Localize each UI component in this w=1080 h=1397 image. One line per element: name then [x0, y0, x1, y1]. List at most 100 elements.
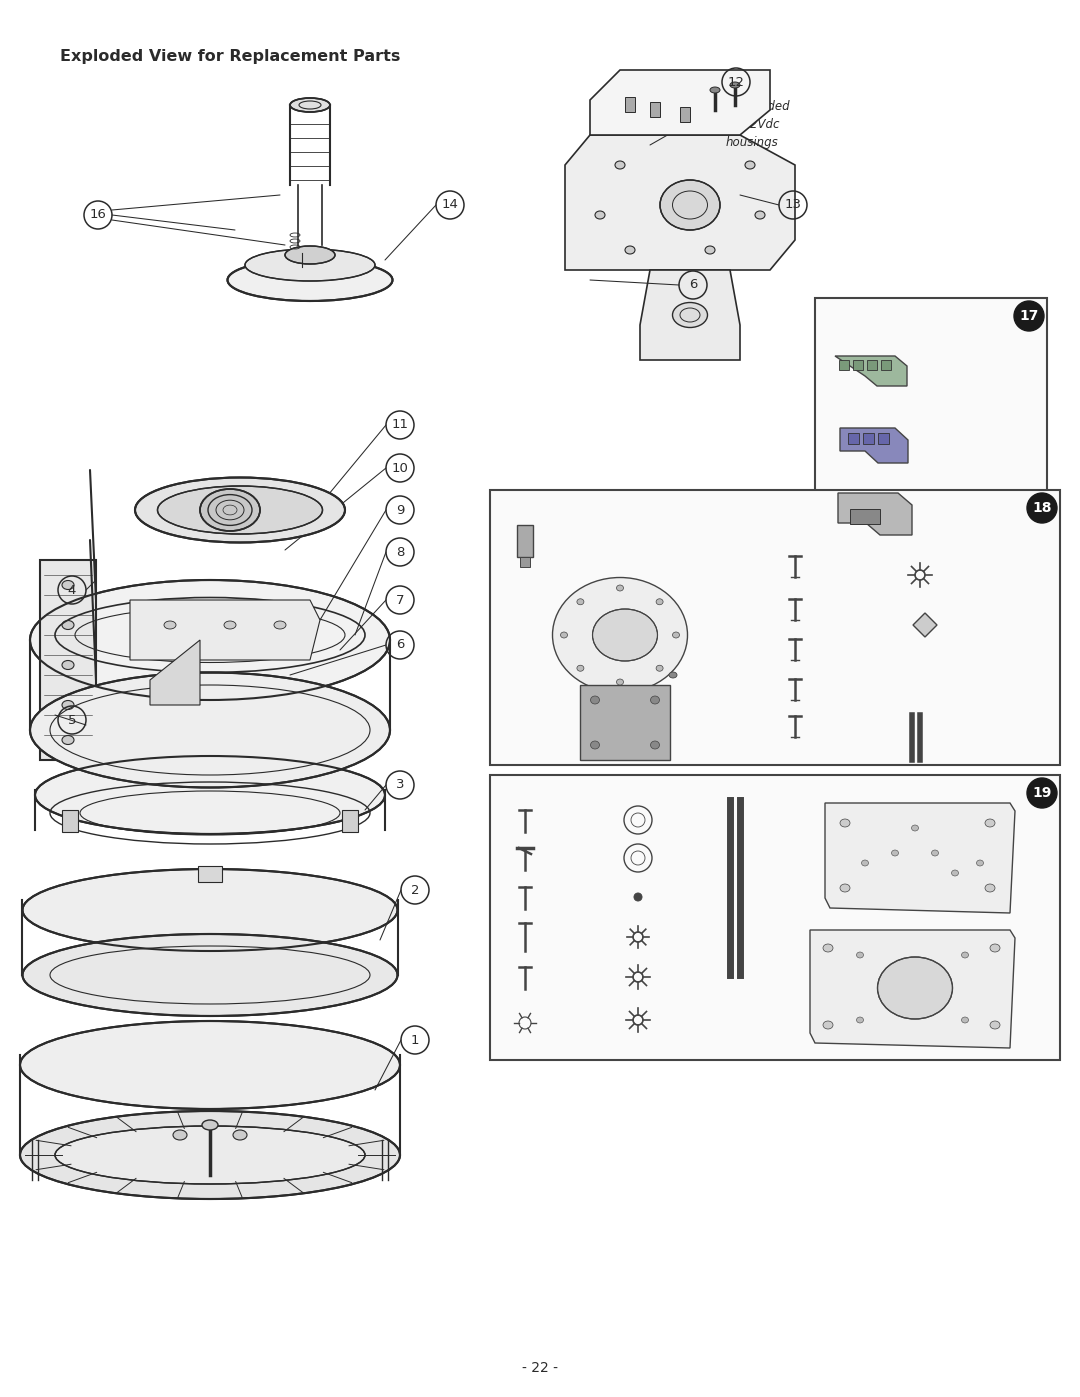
Ellipse shape [617, 679, 623, 685]
Ellipse shape [274, 622, 286, 629]
Text: (1): (1) [988, 440, 1005, 453]
Text: (4): (4) [967, 680, 984, 693]
Ellipse shape [553, 577, 688, 693]
Ellipse shape [593, 609, 658, 661]
Bar [519, 557, 530, 567]
Ellipse shape [673, 631, 679, 638]
Text: 19: 19 [1032, 787, 1052, 800]
Ellipse shape [577, 665, 584, 671]
Ellipse shape [891, 849, 899, 856]
Ellipse shape [291, 98, 330, 112]
Ellipse shape [990, 1021, 1000, 1030]
Text: 6: 6 [395, 638, 404, 651]
Ellipse shape [840, 819, 850, 827]
Ellipse shape [62, 661, 75, 669]
Ellipse shape [976, 861, 984, 866]
Ellipse shape [990, 944, 1000, 951]
Ellipse shape [135, 478, 345, 542]
Bar [850, 509, 880, 524]
Ellipse shape [591, 696, 599, 704]
Text: 8: 8 [395, 545, 404, 559]
Text: 3: 3 [395, 778, 404, 792]
Polygon shape [130, 599, 320, 659]
Ellipse shape [615, 161, 625, 169]
Ellipse shape [669, 672, 677, 678]
Bar [853, 360, 863, 370]
Ellipse shape [224, 622, 237, 629]
Text: (3): (3) [814, 560, 832, 574]
Bar [878, 433, 889, 444]
Ellipse shape [55, 1126, 365, 1185]
Text: (4): (4) [664, 933, 681, 946]
Ellipse shape [561, 631, 567, 638]
Text: (1): (1) [664, 816, 681, 828]
Ellipse shape [961, 951, 969, 958]
Text: 14: 14 [442, 198, 458, 211]
Text: (4): (4) [664, 893, 681, 905]
Ellipse shape [650, 740, 660, 749]
Text: (3): (3) [664, 1016, 681, 1028]
Polygon shape [590, 70, 770, 136]
Ellipse shape [625, 246, 635, 254]
Text: Not included
on 12Vdc
housings: Not included on 12Vdc housings [715, 101, 789, 149]
Bar [490, 490, 1059, 766]
Circle shape [1027, 493, 1057, 522]
Text: (4): (4) [726, 986, 744, 999]
Text: (4): (4) [549, 536, 566, 549]
Text: 6: 6 [689, 278, 698, 292]
Polygon shape [640, 270, 740, 360]
Ellipse shape [285, 246, 335, 264]
Ellipse shape [35, 756, 384, 834]
Ellipse shape [951, 870, 959, 876]
Ellipse shape [745, 161, 755, 169]
Circle shape [1027, 778, 1057, 807]
Ellipse shape [823, 944, 833, 951]
Ellipse shape [877, 957, 953, 1018]
Ellipse shape [755, 211, 765, 219]
Ellipse shape [158, 486, 323, 534]
Text: (2): (2) [814, 644, 832, 657]
Ellipse shape [617, 585, 623, 591]
Ellipse shape [650, 696, 660, 704]
Ellipse shape [21, 1111, 400, 1199]
Ellipse shape [30, 580, 390, 700]
Bar [815, 298, 1047, 557]
Ellipse shape [705, 246, 715, 254]
Circle shape [1014, 300, 1044, 331]
Ellipse shape [823, 1021, 833, 1030]
Ellipse shape [200, 489, 260, 531]
Ellipse shape [173, 1130, 187, 1140]
Ellipse shape [931, 849, 939, 856]
Ellipse shape [856, 951, 864, 958]
Text: (1): (1) [602, 743, 619, 757]
Text: (4): (4) [551, 972, 569, 985]
Bar [863, 433, 874, 444]
Text: 5: 5 [68, 714, 77, 726]
Text: 17: 17 [1020, 309, 1039, 323]
Ellipse shape [840, 884, 850, 893]
Ellipse shape [862, 861, 868, 866]
Text: (2): (2) [814, 604, 832, 616]
Ellipse shape [730, 82, 740, 88]
Polygon shape [835, 356, 907, 386]
Text: (3): (3) [551, 816, 569, 828]
Text: (1): (1) [551, 854, 569, 866]
Bar [650, 102, 660, 117]
Text: (1): (1) [1036, 848, 1054, 862]
Text: 2: 2 [410, 883, 419, 897]
Ellipse shape [62, 735, 75, 745]
Text: Exploded View for Replacement Parts: Exploded View for Replacement Parts [60, 49, 401, 64]
Ellipse shape [23, 935, 397, 1016]
Text: (2): (2) [943, 570, 961, 584]
Text: (4): (4) [664, 972, 681, 985]
Ellipse shape [233, 1130, 247, 1140]
Bar [867, 360, 877, 370]
Ellipse shape [164, 622, 176, 629]
Ellipse shape [912, 826, 918, 831]
Ellipse shape [21, 1021, 400, 1109]
Ellipse shape [62, 620, 75, 630]
Circle shape [634, 893, 642, 901]
Polygon shape [40, 560, 96, 760]
Text: 10: 10 [392, 461, 408, 475]
Bar [680, 108, 690, 122]
